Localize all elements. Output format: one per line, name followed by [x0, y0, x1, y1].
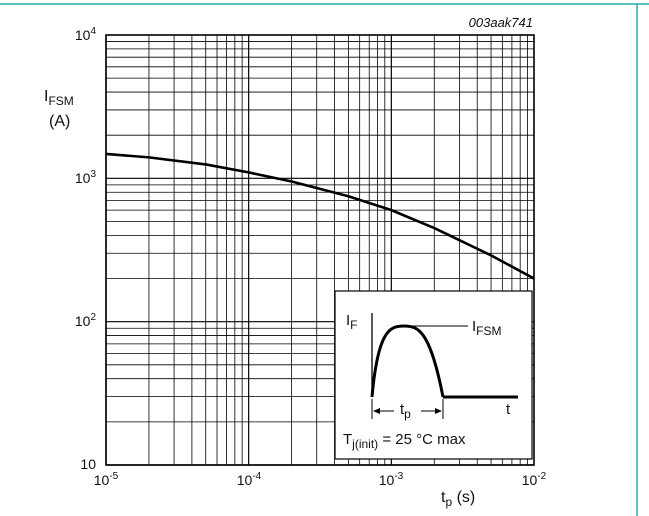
arrow-left-icon	[373, 408, 380, 414]
inset-if-label: IF	[346, 312, 358, 332]
series-layer	[105, 152, 535, 280]
plot-border	[105, 34, 535, 466]
inset-condition-label: Tj(init) = 25 °C max	[343, 431, 466, 451]
ifsm-curve-line	[105, 152, 535, 280]
x-tick-label-10e-4: 10-4	[237, 471, 262, 488]
figure-code: 003aak741	[469, 15, 533, 30]
x-tick-label-10e-5: 10-5	[94, 471, 119, 488]
y-tick-label-10e3: 103	[75, 169, 97, 186]
y-tick-label-10e2: 102	[75, 312, 97, 329]
inset-t-label: t	[506, 401, 511, 418]
arrow-right-icon	[435, 408, 442, 414]
y-tick-label-10: 10	[80, 456, 96, 472]
x-axis-label: tp (s)	[441, 489, 475, 509]
x-tick-label-10e-2: 10-2	[522, 471, 547, 488]
inset-pulse-diagram: IF IFSM t tp Tj(init) = 25 °C max	[334, 290, 533, 460]
x-tick-label-10e-3: 10-3	[379, 471, 404, 488]
inset-ifsm-label: IFSM	[472, 318, 502, 338]
inset-box	[334, 290, 533, 460]
inset-tp-label: tp	[400, 401, 411, 421]
y-axis-unit: (A)	[49, 113, 70, 130]
y-tick-label-10e4: 104	[75, 26, 97, 43]
y-axis-label: IFSM	[44, 88, 74, 108]
